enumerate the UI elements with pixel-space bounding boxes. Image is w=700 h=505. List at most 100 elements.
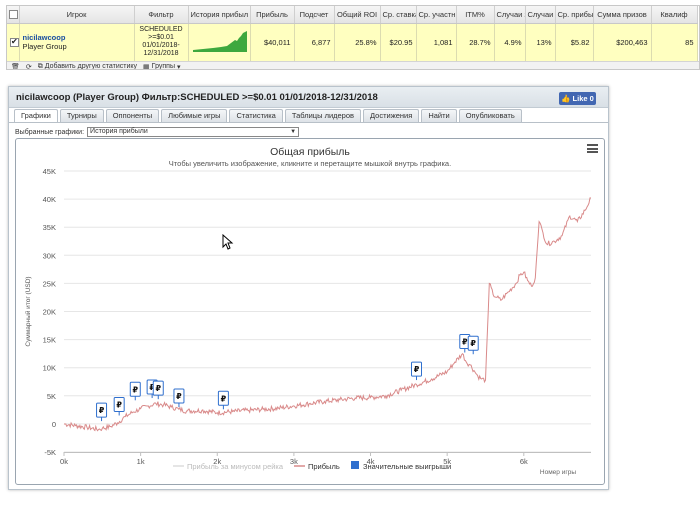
- row-checkbox[interactable]: [10, 37, 18, 47]
- legend-swatch-bigwins: [351, 461, 359, 469]
- y-tick-label: 40K: [43, 195, 56, 204]
- big-win-marker[interactable]: ₽: [113, 396, 125, 416]
- col-header-avg-profit[interactable]: Ср. прибы: [555, 6, 594, 24]
- svg-text:₽: ₽: [414, 365, 420, 374]
- chart-subtitle: Чтобы увеличить изображение, кликните и …: [169, 159, 451, 168]
- profit-series-line[interactable]: [63, 197, 592, 432]
- groups-dropdown[interactable]: ▦ Группы ▾: [143, 63, 180, 70]
- col-header-cases-a[interactable]: Случаи з: [494, 6, 526, 24]
- svg-text:₽: ₽: [155, 384, 161, 393]
- big-win-marker[interactable]: ₽: [217, 390, 229, 410]
- panel-header: nicilawcoop (Player Group) Фильтр:SCHEDU…: [9, 87, 608, 108]
- tab-tournaments[interactable]: Турниры: [59, 109, 104, 122]
- panel-title: nicilawcoop (Player Group) Фильтр:SCHEDU…: [16, 91, 378, 103]
- stats-table-panel: Игрок Фильтр История прибыл Прибыль Подс…: [6, 5, 700, 70]
- add-stat-label: Добавить другую статистику: [44, 63, 138, 70]
- big-win-markers: ₽₽₽ ₽ ₽₽ ₽₽₽ ₽: [96, 334, 479, 422]
- col-header-player[interactable]: Игрок: [19, 6, 135, 24]
- col-header-roi[interactable]: Общий ROI: [334, 6, 381, 24]
- player-chart-panel: nicilawcoop (Player Group) Фильтр:SCHEDU…: [8, 86, 609, 490]
- legend-item-bigwins[interactable]: Значительные выигрыши: [363, 462, 451, 471]
- tab-charts[interactable]: Графики: [14, 109, 58, 122]
- tab-find[interactable]: Найти: [421, 109, 457, 122]
- tab-opponents[interactable]: Оппоненты: [105, 109, 160, 122]
- facebook-like-button[interactable]: 👍 Like 0: [559, 92, 596, 105]
- svg-text:₽: ₽: [221, 394, 227, 403]
- y-tick-label: 15K: [43, 336, 56, 345]
- x-tick-label: 1k: [137, 457, 145, 466]
- table-row[interactable]: nicilawcoop Player Group SCHEDULED >=$0.…: [7, 23, 698, 61]
- trash-icon[interactable]: 🗑: [11, 63, 20, 70]
- big-win-marker[interactable]: ₽: [411, 361, 423, 381]
- col-header-count[interactable]: Подсчет: [294, 6, 335, 24]
- roi-value: 25.8%: [334, 23, 381, 61]
- y-axis-ticks: -5K 0 5K 10K 15K 20K 25K 30K 35K 40K 45K: [43, 167, 56, 457]
- legend-item-rake[interactable]: Прибыль за минусом рейка: [187, 462, 284, 471]
- qualify-value: 85: [651, 23, 698, 61]
- select-all-checkbox[interactable]: [9, 10, 18, 19]
- big-win-marker[interactable]: ₽: [129, 381, 141, 401]
- player-link[interactable]: nicilawcoop: [22, 33, 66, 43]
- copy-icon: ⧉: [37, 62, 43, 70]
- big-win-marker[interactable]: ₽: [96, 402, 108, 422]
- x-tick-label: 0k: [60, 457, 68, 466]
- y-tick-label: 25K: [43, 279, 56, 288]
- tab-statistics[interactable]: Статистика: [229, 109, 283, 122]
- tab-achievements[interactable]: Достижения: [363, 109, 420, 122]
- groups-icon: ▦: [143, 63, 150, 70]
- filter-line: 12/31/2018: [143, 50, 179, 58]
- cases-a-value: 4.9%: [494, 23, 526, 61]
- big-win-marker[interactable]: ₽: [459, 334, 471, 353]
- big-win-marker[interactable]: ₽: [173, 388, 185, 408]
- tab-leaderboards[interactable]: Таблицы лидеров: [284, 109, 362, 122]
- col-header-filter[interactable]: Фильтр: [134, 6, 189, 24]
- y-tick-label: 35K: [43, 223, 56, 232]
- tab-favorite-games[interactable]: Любимые игры: [161, 109, 228, 122]
- col-header-itm[interactable]: ITM%: [456, 6, 495, 24]
- stats-toolbar: 🗑 ⟳ ⧉ Добавить другую статистику ▦ Групп…: [7, 61, 699, 70]
- big-win-marker[interactable]: ₽: [467, 335, 479, 355]
- add-stat-button[interactable]: ⧉ Добавить другую статистику: [37, 62, 138, 70]
- col-header-profit[interactable]: Прибыль: [250, 6, 295, 24]
- svg-text:₽: ₽: [470, 339, 476, 348]
- col-header-avg-stake[interactable]: Ср. ставка: [380, 6, 417, 24]
- row-select-cell[interactable]: [7, 23, 20, 61]
- chart-container[interactable]: -5K 0 5K 10K 15K 20K 25K 30K 35K 40K 45K 0k 1k 2k 3k 4…: [15, 138, 605, 485]
- stats-header-row: Игрок Фильтр История прибыл Прибыль Подс…: [7, 6, 698, 24]
- legend-item-profit[interactable]: Прибыль: [308, 462, 340, 471]
- filter-line: SCHEDULED: [139, 26, 183, 34]
- y-tick-label: 10K: [43, 364, 56, 373]
- tab-divider: [9, 122, 608, 123]
- col-header-cases-b[interactable]: Случаи: [525, 6, 556, 24]
- cases-b-value: 13%: [525, 23, 556, 61]
- itm-value: 28.7%: [456, 23, 495, 61]
- player-group-label: Player Group: [22, 42, 67, 52]
- x-tick-label: 5k: [443, 457, 451, 466]
- filter-cell: SCHEDULED >=$0.01 01/01/2018- 12/31/2018: [134, 23, 189, 61]
- player-cell: nicilawcoop Player Group: [19, 23, 135, 61]
- x-tick-label: 6k: [520, 457, 528, 466]
- col-header-qualify[interactable]: Квалиф: [651, 6, 698, 24]
- tab-publish[interactable]: Опубликовать: [458, 109, 522, 122]
- header-select-all[interactable]: [7, 6, 20, 24]
- hamburger-menu-icon[interactable]: [587, 144, 598, 153]
- y-tick-label: 20K: [43, 308, 56, 317]
- svg-text:₽: ₽: [132, 385, 138, 394]
- y-tick-label: 30K: [43, 251, 56, 260]
- svg-text:₽: ₽: [176, 392, 182, 401]
- col-header-prize-sum[interactable]: Сумма призов: [593, 6, 652, 24]
- mouse-cursor-icon: [222, 234, 234, 250]
- refresh-icon[interactable]: ⟳: [25, 63, 32, 70]
- y-axis-label: Суммарный итог (USD): [24, 276, 32, 346]
- big-win-marker[interactable]: ₽: [152, 380, 164, 400]
- groups-label: Группы: [151, 63, 175, 70]
- y-tick-label: 45K: [43, 167, 56, 176]
- col-header-avg-entrants[interactable]: Ср. участн: [416, 6, 457, 24]
- profit-chart[interactable]: -5K 0 5K 10K 15K 20K 25K 30K 35K 40K 45K 0k 1k 2k 3k 4…: [16, 139, 604, 484]
- chart-select-dropdown[interactable]: История прибыли ▼: [87, 127, 300, 137]
- x-axis-label: Номер игры: [540, 469, 576, 476]
- y-tick-label: 5K: [47, 392, 56, 401]
- x-tick-label: 4k: [367, 457, 375, 466]
- col-header-profit-history[interactable]: История прибыл: [188, 6, 251, 24]
- y-tick-label: 0: [52, 420, 56, 429]
